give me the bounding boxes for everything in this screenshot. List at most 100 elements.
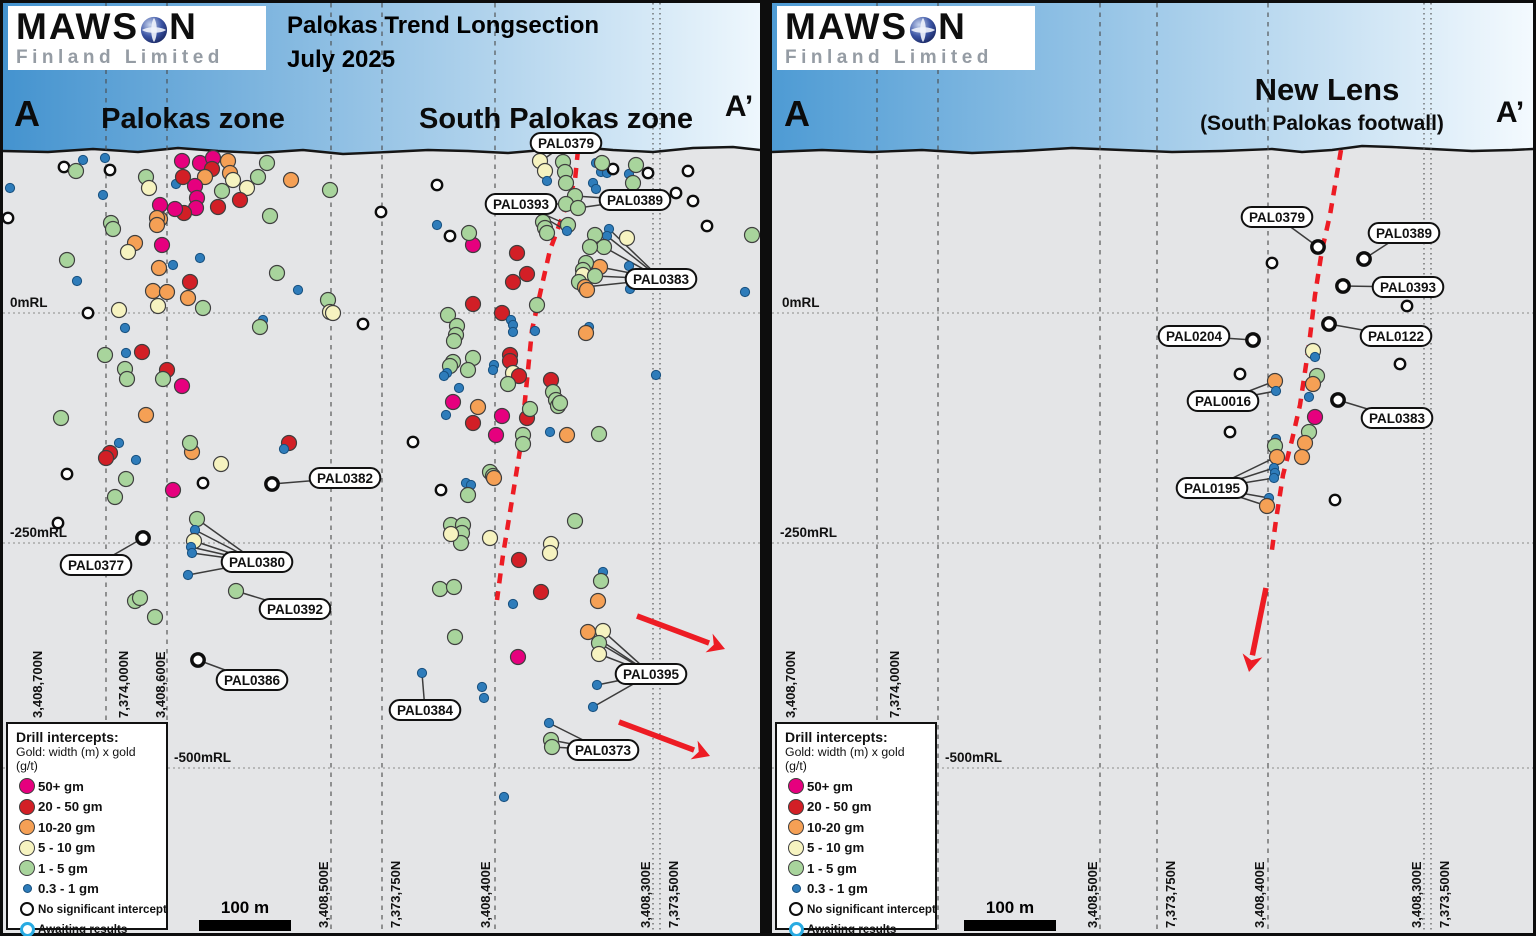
drillhole-label: PAL0393 <box>1380 280 1437 295</box>
intercept-dot <box>498 791 510 803</box>
intercept-dot <box>1356 251 1372 267</box>
intercept-dot <box>224 171 242 189</box>
coord-label: 3,408,300E <box>638 861 653 928</box>
intercept-dot <box>416 667 428 679</box>
rl-label: -250mRL <box>780 525 837 540</box>
intercept-dot <box>196 168 214 186</box>
intercept-dot <box>182 569 194 581</box>
intercept-dot <box>181 434 199 452</box>
intercept-dot <box>194 299 212 317</box>
intercept-dot <box>453 382 465 394</box>
intercept-dot <box>137 406 155 424</box>
rl-label: -500mRL <box>945 750 1002 765</box>
intercept-dot <box>261 207 279 225</box>
intercept-dot <box>743 226 760 244</box>
intercept-dot <box>209 198 227 216</box>
drillhole-label-pill <box>1371 276 1445 298</box>
plunge-arrow-head <box>690 740 710 760</box>
intercept-dot <box>52 409 70 427</box>
intercept-dot <box>569 199 587 217</box>
drillhole-label-pill <box>215 669 289 691</box>
drillhole-label-pill <box>624 268 698 290</box>
legend-item: Awaiting results <box>16 920 158 936</box>
intercept-dot <box>3 211 15 225</box>
drillhole-label-pill <box>1157 325 1231 347</box>
zone-label-new-lens: New Lens <box>1255 72 1400 107</box>
drillhole-label-pill <box>1186 390 1260 412</box>
legend-item: No significant intercept <box>16 899 167 920</box>
intercept-dot <box>179 289 197 307</box>
intercept-dot <box>148 216 166 234</box>
legend-swatch-a-icon <box>16 922 38 936</box>
intercept-dot <box>119 322 131 334</box>
intercept-dot <box>133 343 151 361</box>
intercept-dot <box>1265 256 1279 270</box>
intercept-dot <box>406 435 420 449</box>
intercept-dot <box>485 469 503 487</box>
intercept-dot <box>1393 357 1407 371</box>
intercept-dot <box>97 449 115 467</box>
legend-item-label: 1 - 5 gm <box>38 860 88 876</box>
ground <box>3 147 760 933</box>
section-marker-a-prime: A’ <box>1496 96 1524 129</box>
intercept-dot <box>590 425 608 443</box>
intercept-dot <box>464 414 482 432</box>
section-marker-a: A <box>784 93 810 134</box>
intercept-dot <box>110 301 128 319</box>
intercept-dot <box>194 252 206 264</box>
ground <box>772 146 1533 933</box>
intercept-dot <box>536 162 554 180</box>
scale-bar-label: 100 m <box>220 898 270 917</box>
intercept-dot <box>579 623 597 641</box>
wordmark-end: N <box>169 6 198 47</box>
intercept-dot <box>81 306 95 320</box>
intercept-dot <box>464 295 482 313</box>
intercept-dot <box>444 393 462 411</box>
coord-label: 3,408,600E <box>153 651 168 718</box>
intercept-dot <box>514 435 532 453</box>
legend-item: 1 - 5 gm <box>16 858 158 879</box>
intercept-dot <box>445 578 463 596</box>
intercept-dot <box>1268 448 1286 466</box>
scale-bar-rule <box>199 920 291 931</box>
legend-item: Awaiting results <box>785 920 927 936</box>
intercept-dot <box>278 443 290 455</box>
drillhole-label: PAL0383 <box>1369 411 1426 426</box>
drillhole-label-pill <box>529 132 603 154</box>
legend-item-label: Awaiting results <box>807 923 897 936</box>
coord-label: 3,408,500E <box>1085 861 1100 928</box>
legend-item: 20 - 50 gm <box>785 797 927 818</box>
intercept-dot <box>478 692 490 704</box>
legend-swatch-a-icon <box>785 922 807 936</box>
legend-item: 20 - 50 gm <box>16 797 158 818</box>
drillhole-label-pill <box>598 189 672 211</box>
zone-label-south-palokas: South Palokas zone <box>419 103 693 135</box>
mawson-wordmark: MAWS N <box>16 6 260 47</box>
drillhole-label: PAL0392 <box>267 602 323 617</box>
legend-item-label: 50+ gm <box>38 778 84 794</box>
scale-bar: 100 m <box>962 898 1058 931</box>
intercept-dot <box>431 580 449 598</box>
intercept-dot <box>493 407 511 425</box>
intercept-dot <box>282 171 300 189</box>
coord-label: 7,373,500N <box>1437 861 1452 928</box>
intercept-dot <box>452 534 470 552</box>
intercept-dot <box>442 525 460 543</box>
legend-item: 1 - 5 gm <box>785 858 927 879</box>
intercept-dot <box>113 437 125 449</box>
drillhole-label: PAL0373 <box>575 743 632 758</box>
drillhole-label-pill <box>1367 222 1441 244</box>
intercept-dot <box>153 236 171 254</box>
intercept-dot <box>58 251 76 269</box>
intercept-dot <box>440 409 452 421</box>
legend-title: Drill intercepts: <box>16 729 119 745</box>
intercept-dot <box>430 178 444 192</box>
intercept-dot <box>99 152 111 164</box>
intercept-dot <box>669 186 683 200</box>
mawson-logo: MAWS N Finland Limited <box>8 6 266 70</box>
intercept-dot <box>1303 391 1315 403</box>
legend-swatch-b-icon <box>16 884 38 894</box>
drillhole-label: PAL0204 <box>1166 329 1223 344</box>
intercept-dot <box>166 200 184 218</box>
intercept-dot <box>558 426 576 444</box>
